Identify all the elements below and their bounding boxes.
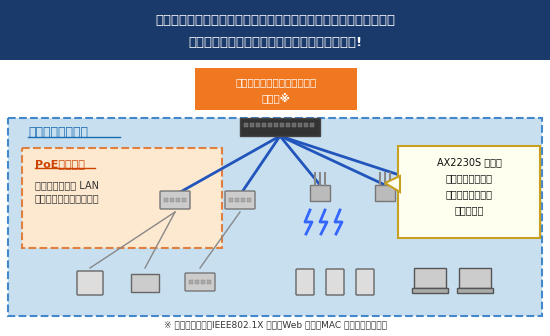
FancyBboxPatch shape bbox=[225, 191, 255, 209]
FancyBboxPatch shape bbox=[185, 273, 215, 291]
Text: ネットワーク認証: ネットワーク認証 bbox=[28, 126, 88, 139]
FancyBboxPatch shape bbox=[22, 148, 222, 248]
FancyBboxPatch shape bbox=[0, 0, 550, 60]
Text: AX2230S が認証: AX2230S が認証 bbox=[437, 157, 502, 167]
Bar bbox=[256, 123, 260, 127]
Bar bbox=[250, 123, 254, 127]
Bar bbox=[201, 280, 205, 284]
Text: 認証ができ、効率的なセキュリティ管理を実現!: 認証ができ、効率的なセキュリティ管理を実現! bbox=[188, 37, 362, 49]
Bar bbox=[195, 280, 199, 284]
Bar bbox=[235, 198, 239, 202]
FancyBboxPatch shape bbox=[77, 271, 103, 295]
FancyBboxPatch shape bbox=[310, 185, 330, 201]
Text: （島ハブ／無線 LAN: （島ハブ／無線 LAN bbox=[35, 180, 99, 190]
FancyBboxPatch shape bbox=[459, 268, 491, 288]
Bar bbox=[268, 123, 272, 127]
Bar bbox=[170, 198, 174, 202]
Text: 一元化※: 一元化※ bbox=[262, 93, 290, 103]
Bar bbox=[164, 198, 168, 202]
Bar bbox=[244, 123, 248, 127]
FancyBboxPatch shape bbox=[375, 185, 395, 201]
Bar bbox=[280, 123, 284, 127]
FancyBboxPatch shape bbox=[8, 118, 542, 316]
Bar bbox=[304, 123, 308, 127]
FancyBboxPatch shape bbox=[457, 288, 493, 293]
Bar bbox=[176, 198, 180, 202]
Polygon shape bbox=[385, 176, 400, 192]
FancyBboxPatch shape bbox=[420, 185, 440, 201]
Text: ポイントになれば: ポイントになれば bbox=[446, 173, 492, 183]
Text: ※ トリプル認証（IEEE802.1X 認証、Web 認証、MAC 認証）による認証: ※ トリプル認証（IEEE802.1X 認証、Web 認証、MAC 認証）による… bbox=[163, 321, 387, 330]
Text: 設定は不要: 設定は不要 bbox=[454, 205, 483, 215]
FancyBboxPatch shape bbox=[326, 269, 344, 295]
Bar bbox=[207, 280, 211, 284]
FancyBboxPatch shape bbox=[240, 118, 320, 136]
FancyBboxPatch shape bbox=[356, 269, 374, 295]
Text: アクセスポイントなど）: アクセスポイントなど） bbox=[35, 193, 100, 203]
FancyBboxPatch shape bbox=[412, 288, 448, 293]
Bar bbox=[189, 280, 193, 284]
FancyBboxPatch shape bbox=[131, 274, 159, 292]
Bar bbox=[229, 198, 233, 202]
Bar bbox=[298, 123, 302, 127]
FancyBboxPatch shape bbox=[160, 191, 190, 209]
Text: 下位装置での認証設定が不要。島ハブ経由でも個別の端末に対する: 下位装置での認証設定が不要。島ハブ経由でも個別の端末に対する bbox=[155, 13, 395, 27]
FancyBboxPatch shape bbox=[398, 146, 540, 238]
Bar bbox=[286, 123, 290, 127]
Bar bbox=[241, 198, 245, 202]
Bar bbox=[292, 123, 296, 127]
FancyBboxPatch shape bbox=[414, 268, 446, 288]
Text: 下位装置での認証: 下位装置での認証 bbox=[446, 189, 492, 199]
Text: PoEデバイス: PoEデバイス bbox=[35, 159, 85, 169]
FancyBboxPatch shape bbox=[195, 68, 357, 110]
FancyBboxPatch shape bbox=[296, 269, 314, 295]
Text: 有線・無線の認証ポイントを: 有線・無線の認証ポイントを bbox=[235, 77, 317, 87]
Bar bbox=[262, 123, 266, 127]
Bar bbox=[182, 198, 186, 202]
Bar bbox=[310, 123, 314, 127]
Bar bbox=[274, 123, 278, 127]
Bar bbox=[247, 198, 251, 202]
